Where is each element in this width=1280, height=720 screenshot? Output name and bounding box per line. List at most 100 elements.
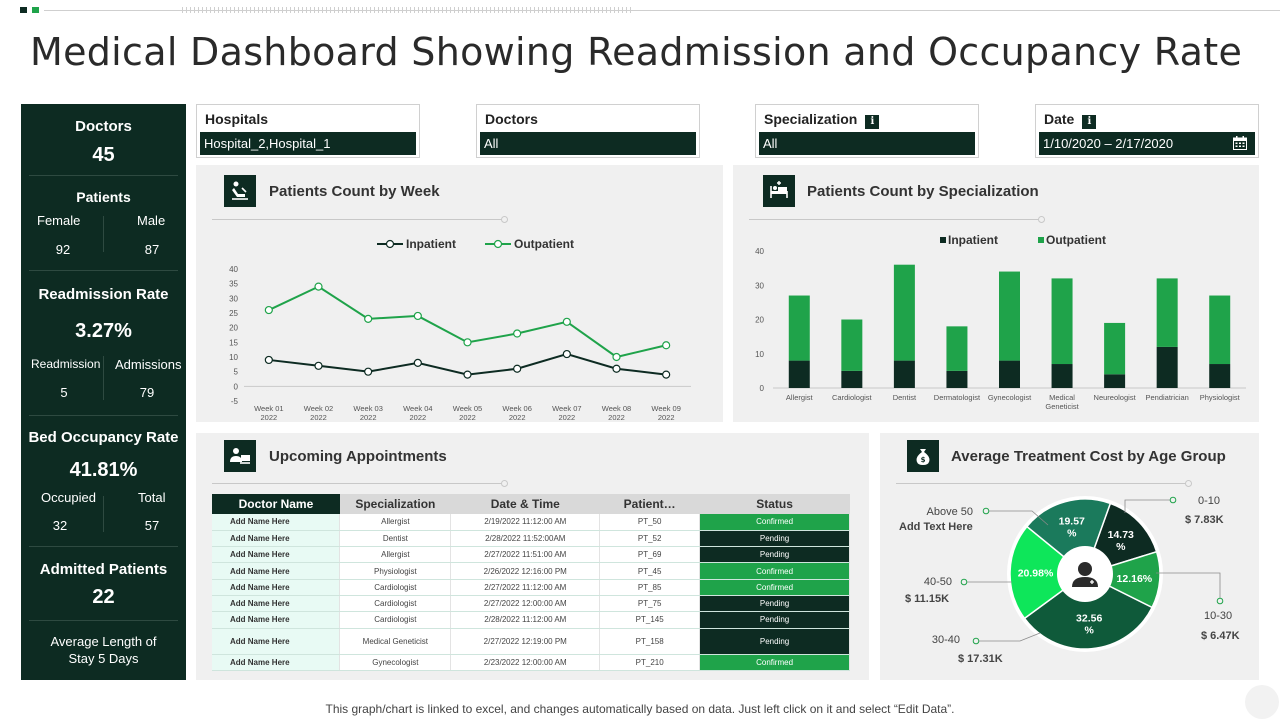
patient-cell: PT_45 — [599, 562, 701, 580]
outpatient-bar — [788, 295, 810, 361]
y-tick-label: 25 — [229, 309, 238, 318]
date-filter-value: 1/10/2020 – 2/17/2020 — [1043, 136, 1174, 151]
outpatient-bar — [999, 271, 1020, 361]
outpatient-bar — [1209, 295, 1231, 365]
hospitals-filter-value[interactable]: Hospital_2,Hospital_1 — [200, 132, 416, 155]
callout-dot — [960, 578, 968, 586]
top-decoration — [20, 6, 1280, 14]
patient-bed-icon — [224, 175, 256, 207]
datetime-cell: 2/27/2022 11:51:00 AM — [450, 546, 601, 564]
x-tick-label: Week 03 — [353, 404, 382, 413]
doctors-value: 45 — [92, 144, 115, 166]
x-tick-label: Week 07 — [552, 404, 581, 413]
outpatient-point — [413, 311, 422, 321]
specialization-filter[interactable]: Specialization i All — [755, 104, 979, 158]
x-tick-sublabel: 2022 — [558, 413, 575, 422]
x-tick-sublabel: 2022 — [459, 413, 476, 422]
table-row[interactable]: Add Name Here Cardiologist 2/27/2022 12:00… — [212, 595, 850, 613]
column-header[interactable]: Date & Time — [450, 494, 600, 514]
table-row[interactable]: Add Name Here Cardiologist 2/28/2022 11:12… — [212, 611, 850, 629]
svg-text:$: $ — [921, 456, 926, 464]
legend-label: Inpatient — [948, 233, 998, 247]
callout-line — [1124, 499, 1173, 513]
bed-occupancy-label: Bed Occupancy Rate — [28, 429, 179, 446]
x-tick-label: Week 01 — [254, 404, 283, 413]
money-bag-icon: $ — [907, 440, 939, 472]
x-tick-label: Week 02 — [304, 404, 333, 413]
x-tick-label: Geneticist — [1045, 402, 1079, 411]
patient-cell: PT_52 — [599, 530, 701, 548]
outpatient-point — [463, 338, 472, 347]
treatment-cost-title: Average Treatment Cost by Age Group — [951, 448, 1226, 465]
column-header[interactable]: Status — [699, 494, 850, 514]
legend-label: Outpatient — [514, 237, 574, 251]
patient-cell: PT_145 — [599, 611, 701, 629]
table-row[interactable]: Add Name Here Dentist 2/28/2022 11:52:00AM… — [212, 530, 850, 548]
doctor-name-cell: Add Name Here — [212, 628, 341, 655]
specialization-cell: Dentist — [339, 530, 452, 548]
specialization-filter-value[interactable]: All — [759, 132, 975, 155]
y-tick-label: 20 — [755, 316, 764, 325]
datetime-cell: 2/28/2022 11:52:00AM — [450, 530, 601, 548]
hospitals-filter-label: Hospitals — [205, 111, 269, 127]
outpatient-point — [314, 282, 323, 291]
info-icon[interactable]: i — [1082, 115, 1097, 129]
upcoming-appointments-panel: Upcoming Appointments Doctor Name Specia… — [196, 433, 869, 680]
upcoming-appointments-title: Upcoming Appointments — [269, 448, 447, 465]
column-header[interactable]: Specialization — [339, 494, 451, 514]
x-tick-label: Week 06 — [502, 404, 531, 413]
treatment-cost-panel: $ Average Treatment Cost by Age Group 14… — [880, 433, 1259, 680]
doctor-avatar-icon — [1072, 562, 1098, 587]
inpatient-bar — [999, 360, 1020, 388]
x-tick-label: Gynecologist — [988, 393, 1032, 402]
admissions-label: Admissions — [115, 357, 182, 372]
table-row[interactable]: Add Name Here Medical Geneticist 2/27/2022… — [212, 628, 850, 655]
readmission-rate-label: Readmission Rate — [38, 286, 169, 303]
column-header[interactable]: Patient… — [599, 494, 700, 514]
outpatient-point — [662, 341, 671, 350]
table-row[interactable]: Add Name Here Allergist 2/19/2022 11:12:00… — [212, 514, 850, 531]
calendar-icon[interactable] — [1233, 136, 1247, 150]
datetime-cell: 2/27/2022 11:12:00 AM — [450, 579, 601, 596]
y-tick-label: -5 — [231, 397, 239, 406]
cost-label: $ 17.31K — [958, 653, 1003, 665]
table-row[interactable]: Add Name Here Allergist 2/27/2022 11:51:00… — [212, 546, 850, 564]
date-filter[interactable]: Date i 1/10/2020 – 2/17/2020 — [1035, 104, 1259, 158]
column-header[interactable]: Doctor Name — [212, 494, 340, 514]
table-row[interactable]: Add Name Here Gynecologist 2/23/2022 12:00… — [212, 654, 850, 671]
x-tick-label: Allergist — [786, 393, 814, 402]
doctor-name-cell: Add Name Here — [212, 611, 341, 629]
specialization-cell: Cardiologist — [339, 611, 452, 629]
page-title: Medical Dashboard Showing Readmission an… — [30, 30, 1243, 74]
doctors-filter-value[interactable]: All — [480, 132, 696, 155]
datetime-cell: 2/23/2022 12:00:00 AM — [450, 654, 601, 671]
patients-by-week-panel: Patients Count by Week -5 0 5 10 15 20 25 30 35 4… — [196, 165, 723, 422]
doctors-filter[interactable]: Doctors All — [476, 104, 700, 158]
corner-decoration — [1245, 685, 1279, 719]
doctor-name-cell: Add Name Here — [212, 595, 341, 613]
inpatient-point — [314, 361, 323, 370]
patients-label: Patients — [76, 189, 131, 205]
outpatient-point — [562, 317, 571, 326]
slice-label: 12.16% — [1117, 573, 1153, 585]
cost-label: $ 7.83K — [1185, 514, 1224, 526]
hospitals-filter[interactable]: Hospitals Hospital_2,Hospital_1 — [196, 104, 420, 158]
status-badge: Pending — [699, 611, 850, 629]
inpatient-bar — [841, 370, 863, 388]
age-group-label: Above 50 — [927, 506, 973, 518]
male-label: Male — [137, 213, 166, 228]
slice-label: 14.73 — [1108, 529, 1134, 541]
status-badge: Confirmed — [699, 654, 850, 671]
specialization-cell: Cardiologist — [339, 579, 452, 596]
table-row[interactable]: Add Name Here Cardiologist 2/27/2022 11:12… — [212, 579, 850, 596]
x-tick-sublabel: 2022 — [310, 413, 327, 422]
x-tick-sublabel: 2022 — [509, 413, 526, 422]
x-tick-label: Week 05 — [453, 404, 482, 413]
specialization-cell: Cardiologist — [339, 595, 452, 613]
patients-by-specialization-panel: Patients Count by Specialization 0 10 20 30… — [733, 165, 1259, 422]
x-tick-sublabel: 2022 — [260, 413, 277, 422]
admitted-value: 22 — [92, 586, 115, 608]
info-icon[interactable]: i — [865, 115, 880, 129]
table-row[interactable]: Add Name Here Physiologist 2/26/2022 12:16… — [212, 562, 850, 580]
x-tick-sublabel: 2022 — [360, 413, 377, 422]
